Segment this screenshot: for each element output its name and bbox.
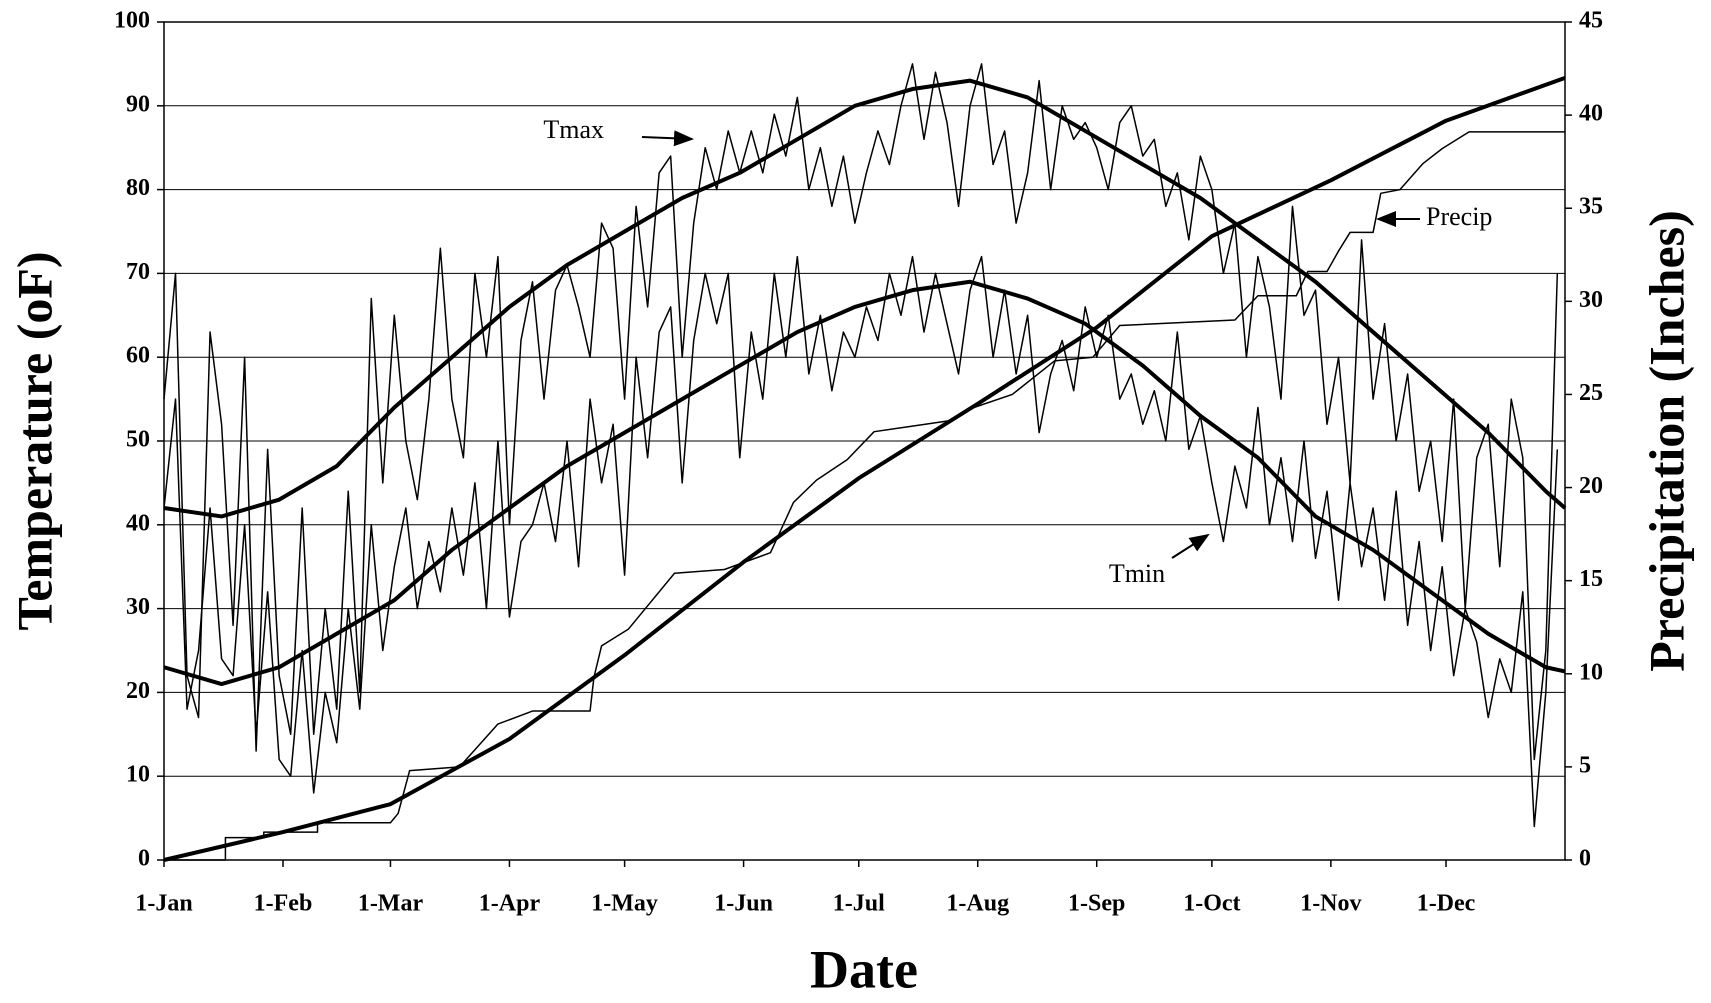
y2-axis-title: Precipitation (Inches) (1638, 210, 1694, 672)
series-line (163, 75, 1566, 862)
y-tick-label: 0 (138, 846, 150, 872)
annotation: Tmax (543, 115, 604, 144)
series-line (163, 63, 1559, 761)
y2-tick-label: 20 (1579, 473, 1603, 499)
x-tick-label: 1-Jun (714, 891, 773, 917)
series-line (163, 78, 1567, 519)
x-tick-label: 1-Jul (833, 891, 885, 917)
y2-tick-label: 10 (1579, 659, 1603, 685)
x-tick-label: 1-Nov (1300, 891, 1361, 917)
y2-tick-label: 40 (1579, 101, 1603, 127)
y2-tick-label: 45 (1579, 8, 1603, 34)
x-axis-title: Date (810, 939, 918, 999)
y2-tick-label: 35 (1579, 194, 1603, 220)
x-tick-label: 1-May (591, 891, 658, 917)
annotation: Precip (1426, 202, 1492, 231)
x-tick-label: 1-Apr (479, 891, 541, 917)
x-tick-label: 1-Mar (358, 891, 424, 917)
y2-tick-label: 5 (1579, 752, 1591, 778)
y-tick-label: 100 (114, 8, 150, 34)
series-line (164, 131, 1565, 861)
annotation-arrow (641, 130, 694, 147)
y-tick-label: 30 (126, 594, 150, 620)
series-line (163, 255, 1559, 828)
x-tick-label: 1-Oct (1183, 891, 1240, 917)
y2-tick-label: 30 (1579, 287, 1603, 313)
y-tick-label: 60 (126, 343, 150, 369)
y-tick-label: 40 (126, 510, 150, 536)
y-tick-label: 50 (126, 427, 150, 453)
y2-tick-label: 25 (1579, 380, 1603, 406)
y-tick-label: 70 (126, 259, 150, 285)
annotation-arrow (1171, 533, 1210, 559)
y2-tick-label: 15 (1579, 566, 1603, 592)
x-tick-label: 1-Sep (1068, 891, 1125, 917)
y-tick-label: 90 (126, 91, 150, 117)
x-tick-label: 1-Feb (254, 891, 313, 917)
series-line (163, 279, 1566, 687)
y-tick-label: 80 (126, 175, 150, 201)
x-tick-label: 1-Jan (135, 891, 192, 917)
x-tick-label: 1-Dec (1417, 891, 1476, 917)
x-tick-label: 1-Aug (946, 891, 1009, 917)
annotation: Tmin (1109, 559, 1165, 588)
y-axis-title: Temperature (oF) (6, 251, 62, 630)
y2-tick-label: 0 (1579, 846, 1591, 872)
y-tick-label: 20 (126, 678, 150, 704)
plot-frame (163, 21, 1566, 861)
y-tick-label: 10 (126, 762, 150, 788)
